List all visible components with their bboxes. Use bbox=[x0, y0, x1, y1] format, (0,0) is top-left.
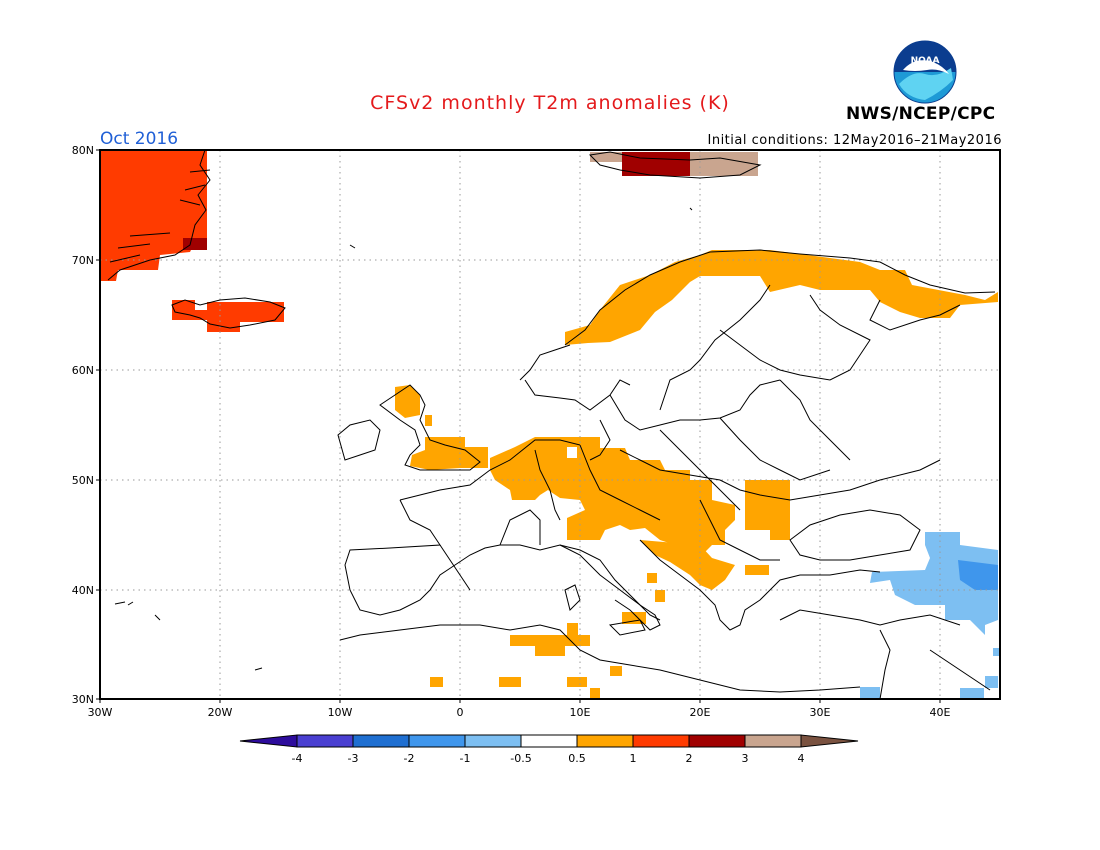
chart-title-text: CFSv2 monthly T2m anomalies (K) bbox=[370, 92, 730, 114]
grid-lines bbox=[100, 150, 1000, 699]
anomaly-norway bbox=[565, 250, 998, 345]
coastlines bbox=[107, 149, 996, 700]
lat-label: 40N bbox=[72, 584, 94, 597]
noaa-logo: NOAA bbox=[893, 40, 957, 104]
colorbar-high-triangle bbox=[800, 734, 859, 748]
longitude-labels: 30W 20W 10W 0 10E 20E 30E 40E bbox=[88, 706, 951, 719]
plot-area bbox=[100, 150, 1000, 699]
plot-frame bbox=[99, 149, 1001, 700]
chart-title: CFSv2 monthly T2m anomalies (K) bbox=[0, 92, 1100, 114]
colorbar-low-triangle bbox=[239, 734, 298, 748]
anomaly-north-africa bbox=[510, 623, 590, 656]
lon-label: 10E bbox=[570, 706, 591, 719]
lon-label: 30E bbox=[810, 706, 831, 719]
colorbar-label: -3 bbox=[348, 752, 359, 765]
colorbar-label: 0.5 bbox=[568, 752, 586, 765]
lon-label: 30W bbox=[88, 706, 113, 719]
anomaly-iceland bbox=[172, 300, 284, 332]
colorbar-label: -1 bbox=[460, 752, 471, 765]
colorbar-label: -2 bbox=[404, 752, 415, 765]
anomaly-uk bbox=[395, 385, 488, 470]
anomaly-greenland-dark bbox=[183, 238, 207, 250]
anomaly-balkans bbox=[640, 540, 735, 590]
anomaly-turkey-east bbox=[870, 532, 998, 635]
lon-label: 0 bbox=[457, 706, 464, 719]
lat-label: 30N bbox=[72, 693, 94, 706]
initial-conditions: Initial conditions: 12May2016–21May2016 bbox=[707, 133, 1002, 148]
lon-label: 40E bbox=[930, 706, 951, 719]
lon-label: 20E bbox=[690, 706, 711, 719]
logo-text: NOAA bbox=[911, 56, 940, 66]
colorbar-label: 1 bbox=[630, 752, 637, 765]
lat-label: 80N bbox=[72, 144, 94, 157]
lat-label: 70N bbox=[72, 254, 94, 267]
colorbar-label: 4 bbox=[798, 752, 805, 765]
lon-label: 20W bbox=[208, 706, 233, 719]
colorbar bbox=[239, 734, 859, 748]
colorbar-label: 3 bbox=[742, 752, 749, 765]
anomaly-fills bbox=[100, 150, 1000, 699]
agency-label: NWS/NCEP/CPC bbox=[846, 104, 996, 124]
anomaly-greenland bbox=[100, 150, 207, 281]
latitude-labels: 80N 70N 60N 50N 40N 30N bbox=[72, 144, 94, 706]
forecast-month: Oct 2016 bbox=[100, 129, 179, 149]
colorbar-labels: -4 -3 -2 -1 -0.5 0.5 1 2 3 4 bbox=[292, 752, 805, 765]
anomaly-central-europe bbox=[490, 437, 735, 552]
lat-label: 50N bbox=[72, 474, 94, 487]
axis-ticks bbox=[96, 149, 941, 703]
anomaly-romania bbox=[745, 480, 790, 540]
lon-label: 10W bbox=[328, 706, 353, 719]
lat-label: 60N bbox=[72, 364, 94, 377]
colorbar-label: -0.5 bbox=[510, 752, 531, 765]
colorbar-label: -4 bbox=[292, 752, 303, 765]
colorbar-label: 2 bbox=[686, 752, 693, 765]
